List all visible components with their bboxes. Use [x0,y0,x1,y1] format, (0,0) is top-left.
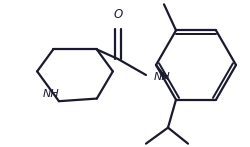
Text: O: O [114,8,122,21]
Text: NH: NH [43,89,59,99]
Text: NH: NH [154,72,171,82]
